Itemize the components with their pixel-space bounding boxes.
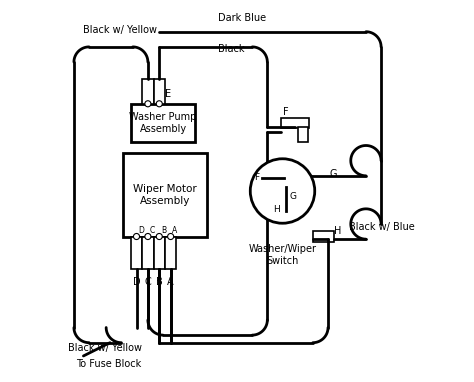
Bar: [313, 231, 334, 242]
Text: G: G: [330, 169, 337, 179]
Text: B: B: [156, 277, 163, 287]
Text: Black w/ Yellow: Black w/ Yellow: [68, 343, 142, 353]
Text: Black: Black: [218, 44, 245, 54]
Bar: [123, 153, 207, 236]
Text: D: D: [133, 277, 140, 287]
Circle shape: [168, 233, 173, 240]
Text: H: H: [273, 206, 280, 214]
Text: H: H: [335, 226, 342, 236]
Text: Black w/ Yellow: Black w/ Yellow: [83, 25, 157, 35]
Text: B: B: [161, 226, 166, 235]
Bar: [165, 236, 176, 269]
Text: Black w/ Blue: Black w/ Blue: [349, 222, 415, 232]
Text: C: C: [149, 226, 155, 235]
Text: A: A: [167, 277, 174, 287]
Text: D: D: [138, 226, 144, 235]
Text: To Fuse Block: To Fuse Block: [76, 359, 141, 369]
Bar: [154, 79, 165, 104]
Text: Washer/Wiper
Switch: Washer/Wiper Switch: [248, 244, 317, 266]
Text: G: G: [289, 192, 296, 201]
Text: E: E: [165, 89, 171, 99]
Bar: [142, 236, 154, 269]
Bar: [298, 127, 308, 142]
Text: Wiper Motor
Assembly: Wiper Motor Assembly: [133, 184, 197, 206]
Text: Dark Blue: Dark Blue: [218, 13, 266, 23]
Bar: [142, 79, 154, 104]
Circle shape: [145, 101, 151, 107]
Bar: [131, 104, 195, 142]
Bar: [154, 236, 165, 269]
Circle shape: [134, 233, 139, 240]
Circle shape: [156, 233, 162, 240]
Text: F: F: [254, 173, 259, 182]
Circle shape: [250, 159, 315, 223]
Text: A: A: [172, 226, 177, 235]
Text: Washer Pump
Assembly: Washer Pump Assembly: [129, 112, 197, 134]
Bar: [281, 118, 309, 128]
Text: C: C: [145, 277, 151, 287]
Bar: [131, 236, 142, 269]
Circle shape: [156, 101, 162, 107]
Text: F: F: [283, 107, 288, 117]
Circle shape: [145, 233, 151, 240]
